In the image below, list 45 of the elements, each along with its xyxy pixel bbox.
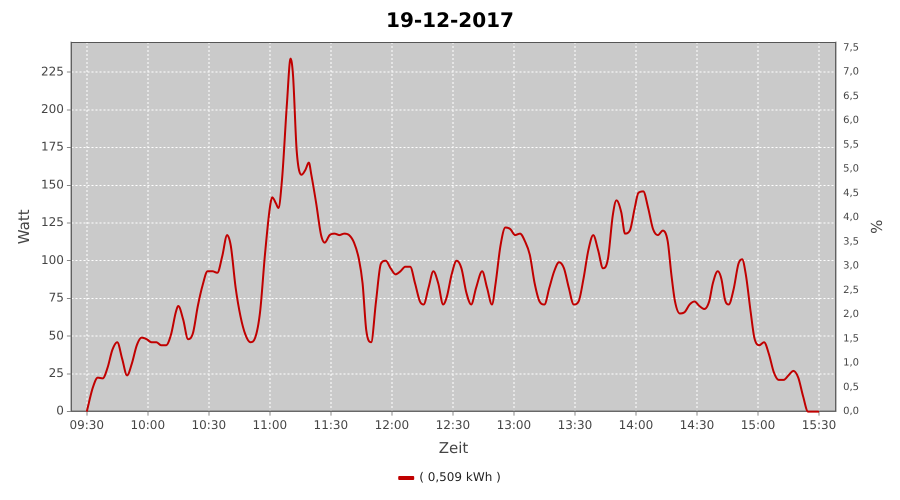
x-tick-label: 11:00: [252, 418, 288, 432]
y2-tick-label: 7,5: [843, 42, 860, 54]
y-tick-label: 175: [41, 140, 64, 154]
y2-tick-label: 5,0: [843, 164, 860, 175]
y-tick-label: 200: [41, 102, 64, 116]
y2-axis-title: %: [867, 220, 886, 234]
y-tick-label: 225: [41, 64, 64, 78]
x-tick-label: 12:00: [374, 418, 410, 432]
x-tick-label: 13:30: [558, 418, 592, 432]
y-tick-label: 125: [41, 215, 64, 230]
y2-tick-label: 2,0: [843, 309, 860, 320]
x-tick-label: 13:00: [496, 418, 532, 432]
y2-tick-label: 6,5: [843, 90, 860, 102]
y2-tick-label: 3,0: [843, 260, 860, 272]
line-series: [86, 58, 820, 413]
y2-tick-label: 1,5: [843, 333, 860, 344]
x-tick-label: 09:30: [69, 418, 104, 432]
y-tick-label: 75: [48, 290, 64, 305]
y-tick-label: 100: [41, 252, 64, 267]
x-tick-label: 12:30: [436, 418, 470, 432]
legend-label: ( 0,509 kWh ): [419, 470, 501, 484]
x-tick-label: 11:30: [314, 418, 348, 432]
x-tick-label: 15:30: [802, 418, 836, 432]
x-axis-title: Zeit: [438, 438, 468, 457]
y2-tick-label: 5,5: [843, 139, 860, 150]
y-tick-label: 0: [56, 404, 64, 418]
x-tick-label: 14:00: [618, 418, 654, 432]
chart-title: 19-12-2017: [386, 8, 514, 32]
y-tick-label: 50: [48, 328, 64, 342]
y2-tick-label: 3,5: [843, 236, 860, 248]
y2-tick-label: 7,0: [843, 66, 860, 78]
y-axis-title: Watt: [14, 209, 33, 244]
y-tick-label: 150: [41, 177, 64, 192]
y2-tick-label: 6,0: [843, 115, 860, 126]
x-tick-label: 10:30: [192, 418, 226, 432]
y-tick-label: 25: [48, 366, 64, 380]
y2-tick-label: 4,0: [843, 212, 860, 224]
y2-tick-label: 1,0: [843, 358, 860, 369]
y2-tick-label: 4,5: [843, 188, 860, 199]
y2-tick-label: 2,5: [843, 284, 860, 296]
x-tick-label: 15:00: [740, 418, 776, 432]
x-tick-label: 10:00: [130, 418, 166, 432]
y2-tick-label: 0,5: [843, 382, 860, 393]
y2-tick-label: 0,0: [843, 406, 860, 418]
x-tick-label: 14:30: [680, 418, 714, 432]
